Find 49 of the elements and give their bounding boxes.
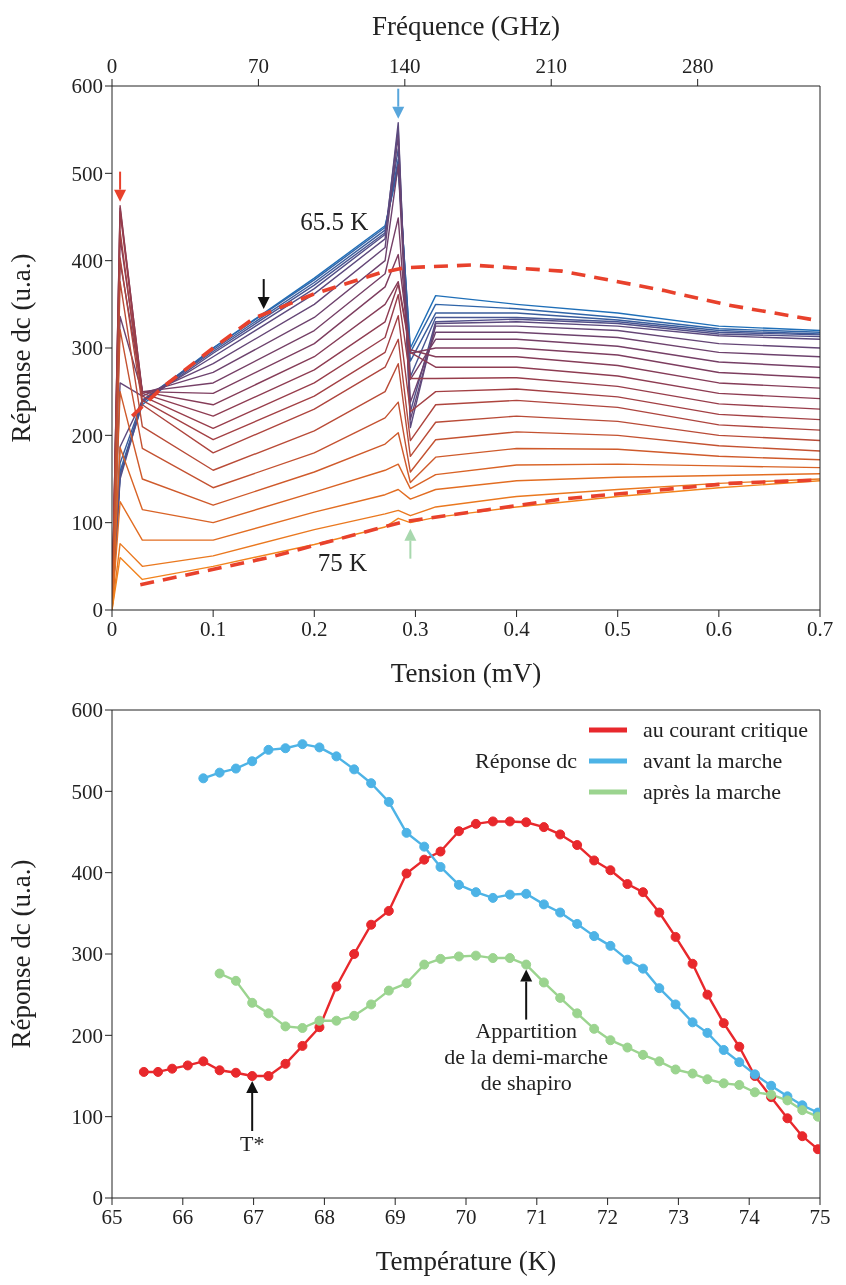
y-axis-title: Réponse dc (u.a.) <box>5 859 36 1049</box>
x-tick-label: 0.1 <box>200 616 227 641</box>
x2-tick-label: 70 <box>247 54 269 78</box>
x-tick-label: 65 <box>101 1204 123 1229</box>
x-tick-label: 72 <box>597 1204 619 1229</box>
y-tick-label: 600 <box>71 74 103 99</box>
x-tick-label: 0.5 <box>604 616 631 641</box>
x-tick-label: 67 <box>243 1204 265 1229</box>
x-tick-label: 68 <box>313 1204 335 1229</box>
y-tick-label: 500 <box>71 779 103 804</box>
y-tick-label: 100 <box>71 1105 103 1130</box>
y-tick-label: 0 <box>92 598 103 623</box>
y-tick-label: 400 <box>71 861 103 886</box>
x-tick-label: 74 <box>738 1204 761 1229</box>
x-tick-label: 0.4 <box>503 616 531 641</box>
y-tick-label: 600 <box>71 698 103 723</box>
legend-title: Réponse dc <box>475 747 578 774</box>
y-tick-label: 200 <box>71 1023 103 1048</box>
x-tick-label: 0.3 <box>402 616 429 641</box>
x-axis-title: Température (K) <box>375 1246 557 1276</box>
x-tick-label: 69 <box>384 1204 406 1229</box>
x-tick-label: 0.7 <box>806 616 834 641</box>
annotation: T* <box>239 1131 265 1156</box>
y-tick-label: 0 <box>92 1186 103 1211</box>
x2-axis-title: Fréquence (GHz) <box>371 11 561 42</box>
annotation: Appartition de la demi-marche de shapiro <box>444 1017 609 1096</box>
x-axis-title: Tension (mV) <box>390 658 542 688</box>
y-tick-label: 300 <box>71 336 103 361</box>
y-axis-title: Réponse dc (u.a.) <box>5 253 36 443</box>
x2-tick-label: 280 <box>681 54 714 78</box>
x2-tick-label: 140 <box>389 54 421 78</box>
legend-label: avant la marche <box>643 747 783 774</box>
x-tick-label: 0.6 <box>705 616 732 641</box>
y-tick-label: 400 <box>71 249 103 274</box>
x-tick-label: 75 <box>809 1204 831 1229</box>
y-tick-label: 300 <box>71 942 103 967</box>
y-tick-label: 500 <box>71 161 103 186</box>
y-tick-label: 200 <box>71 423 103 448</box>
x-tick-label: 70 <box>455 1204 477 1229</box>
annotation: 65.5 K <box>300 208 369 236</box>
x-tick-label: 66 <box>172 1204 194 1229</box>
legend-label: au courant critique <box>643 716 808 743</box>
x-tick-label: 73 <box>667 1204 689 1229</box>
x-tick-label: 71 <box>526 1204 548 1229</box>
legend-label: après la marche <box>643 778 782 805</box>
annotation: 75 K <box>317 548 367 576</box>
y-tick-label: 100 <box>71 511 103 536</box>
x2-tick-label: 210 <box>535 54 567 78</box>
x-tick-label: 0.2 <box>301 616 328 641</box>
